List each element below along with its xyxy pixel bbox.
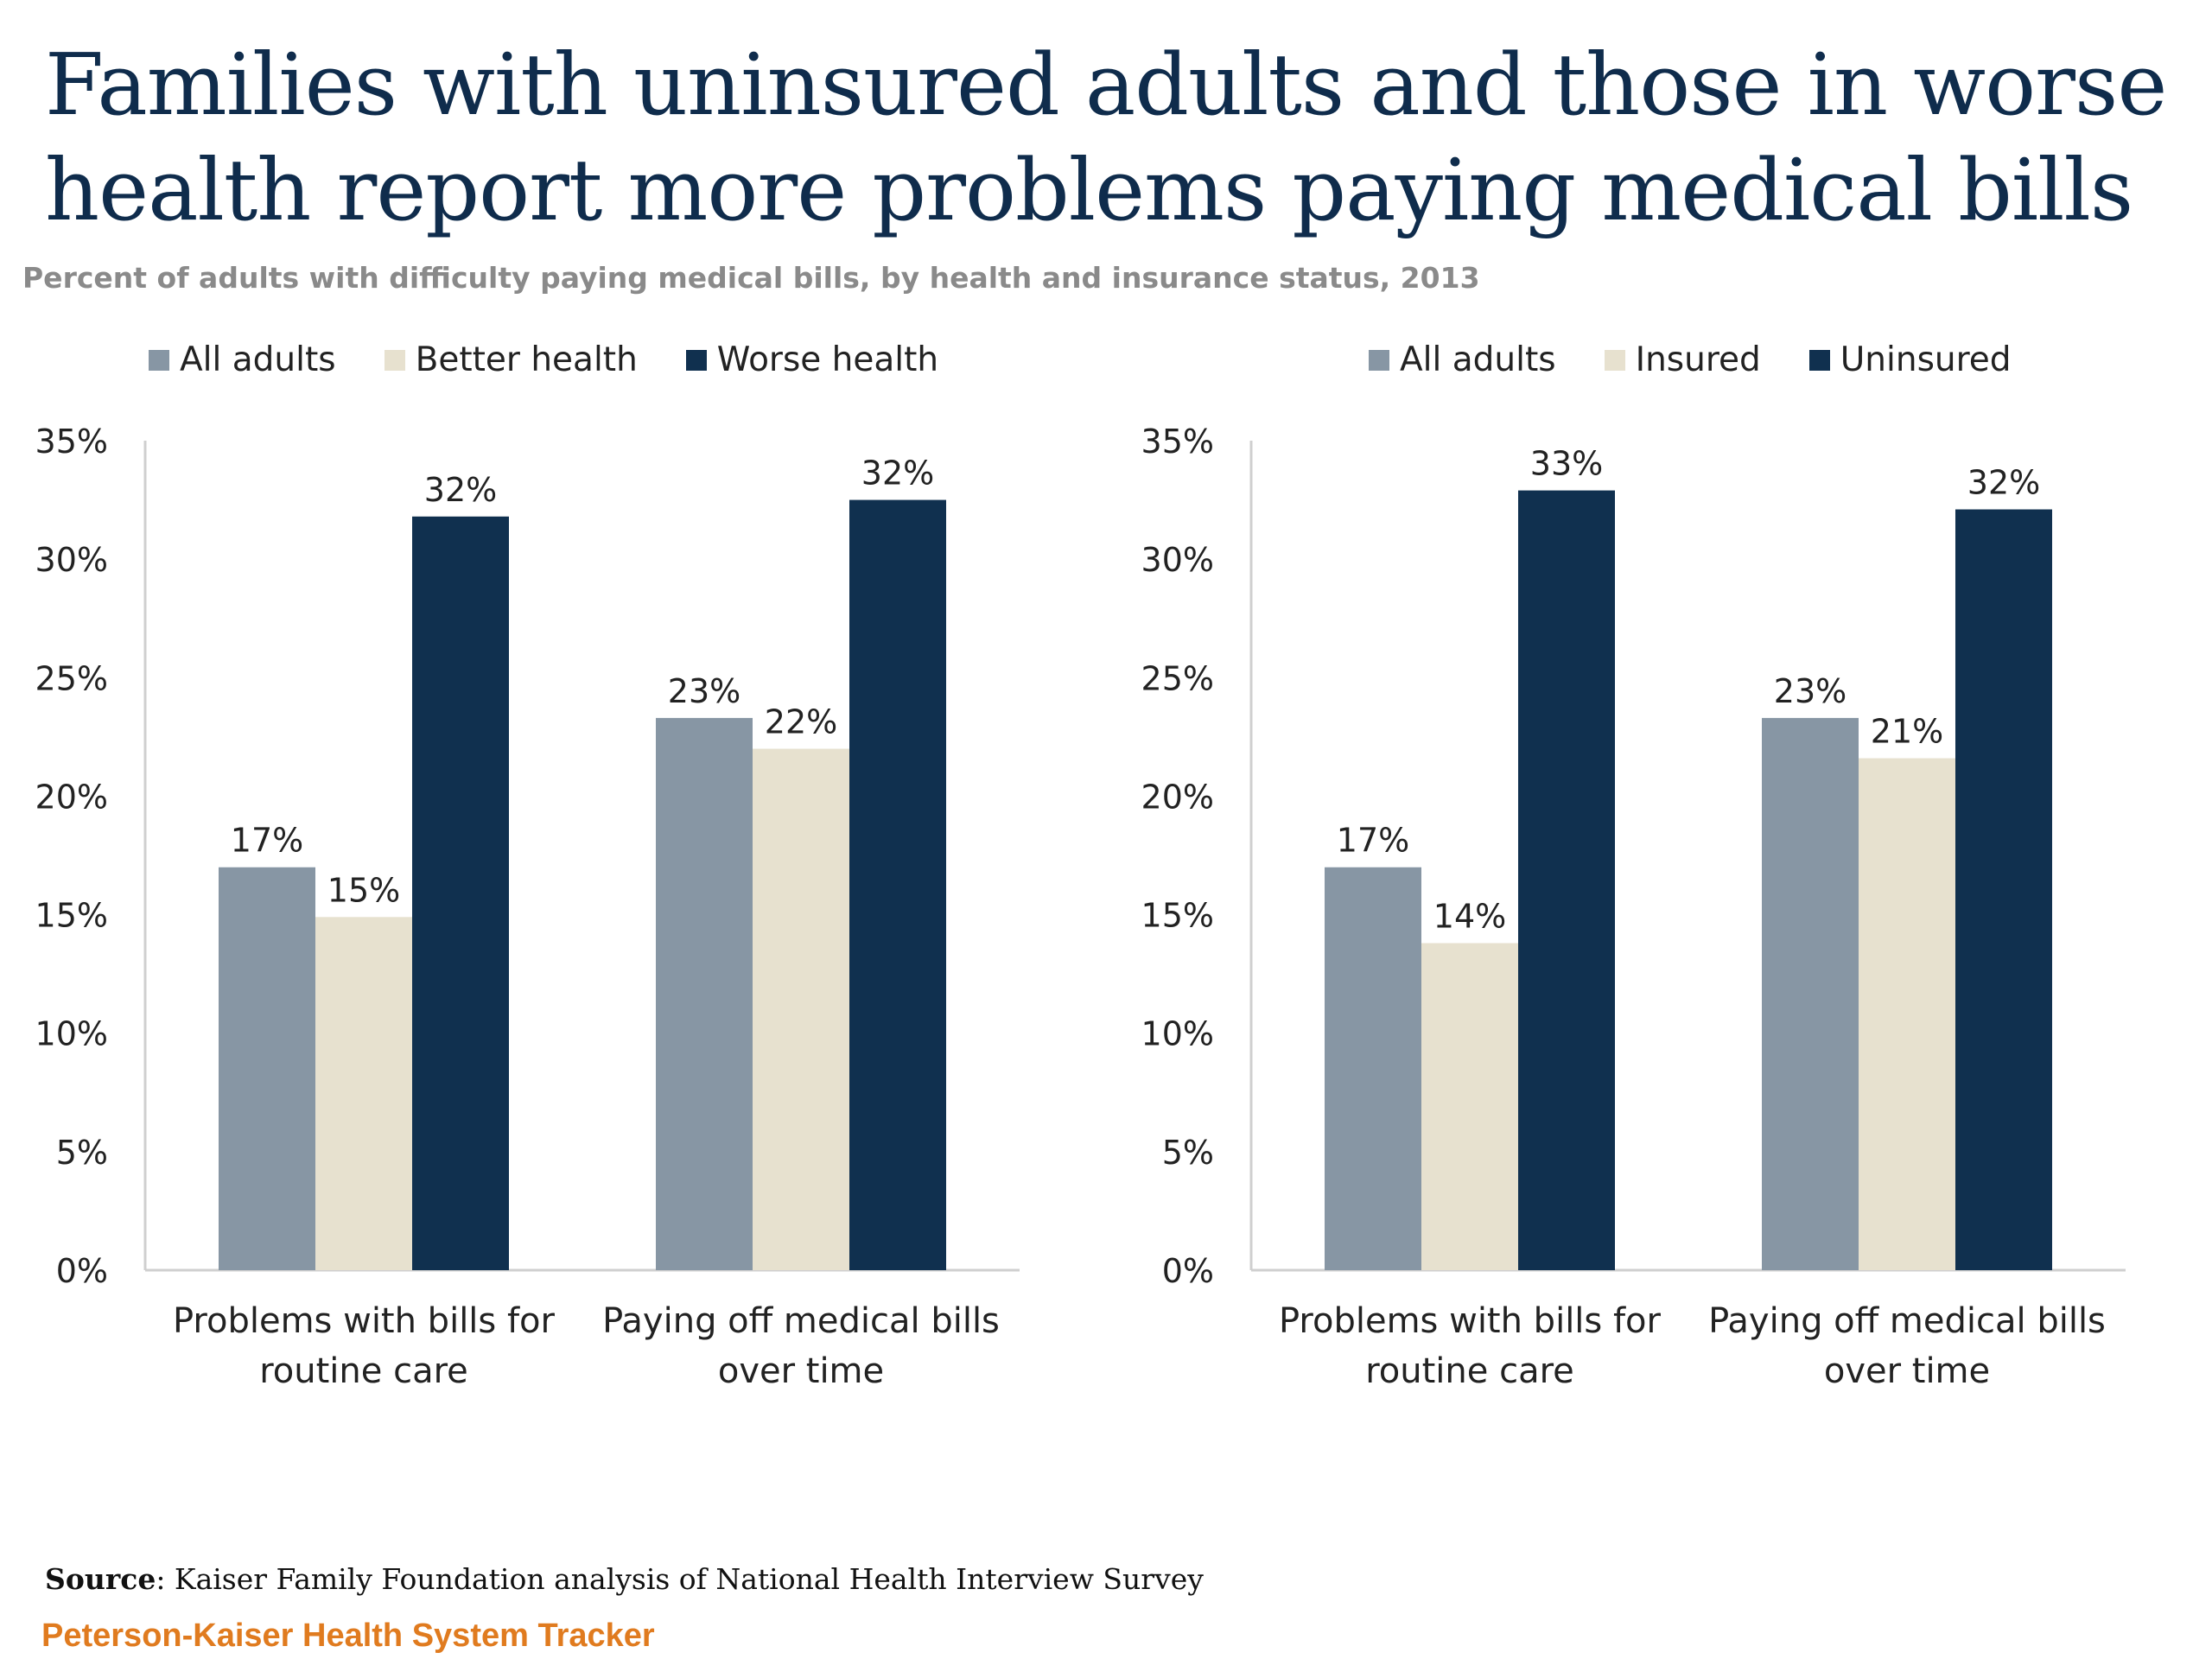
data-label: 32%: [1967, 464, 2040, 502]
data-label: 33%: [1530, 445, 1603, 483]
source-note: Source: Kaiser Family Foundation analysi…: [45, 1562, 1204, 1596]
bar: [1325, 867, 1421, 1270]
chart-subtitle: Percent of adults with difficulty paying…: [22, 261, 1480, 295]
bar: [753, 748, 849, 1270]
y-tick-label: 30%: [35, 541, 108, 579]
y-tick-label: 0%: [56, 1252, 108, 1290]
x-category-label: Paying off medical bills: [602, 1301, 1000, 1341]
legend-label: Insured: [1635, 340, 1761, 379]
legend-item: All adults: [1369, 340, 1556, 379]
bar-chart-insurance: 0% 5% 10% 15% 20% 25% 30% 35% 17% 14% 33% Problems …: [1141, 423, 2126, 1391]
bar: [1421, 943, 1518, 1270]
data-label: 14%: [1433, 897, 1506, 935]
y-tick-label: 35%: [1141, 423, 1214, 461]
x-category-label: over time: [1824, 1351, 1990, 1391]
y-tick-label: 20%: [35, 778, 108, 816]
x-category-label: routine care: [1365, 1351, 1574, 1391]
legend-swatch: [384, 349, 405, 371]
bar: [656, 717, 753, 1270]
bar: [412, 516, 509, 1270]
legend-label: All adults: [1400, 340, 1556, 379]
legend-item: Worse health: [685, 340, 939, 379]
legend-right: All adults Insured Uninsured: [1369, 340, 2060, 379]
bar: [1955, 509, 2052, 1270]
bar: [1518, 490, 1615, 1270]
data-label: 23%: [1774, 672, 1847, 710]
y-tick-label: 10%: [1141, 1015, 1214, 1053]
data-label: 32%: [861, 454, 934, 493]
legend-swatch: [1369, 349, 1389, 371]
data-label: 17%: [1337, 822, 1409, 860]
y-tick-label: 5%: [1162, 1134, 1214, 1172]
data-label: 17%: [231, 822, 303, 860]
data-label: 21%: [1871, 713, 1943, 751]
tracker-logo-text: Peterson-Kaiser Health System Tracker: [41, 1618, 655, 1654]
y-tick-label: 5%: [56, 1134, 108, 1172]
y-tick-label: 10%: [35, 1015, 108, 1053]
y-tick-label: 25%: [1141, 659, 1214, 697]
bar: [315, 917, 412, 1270]
legend-item: Insured: [1604, 340, 1761, 379]
legend-item: Uninsured: [1808, 340, 2012, 379]
bar: [849, 499, 946, 1270]
x-category-label: routine care: [259, 1351, 468, 1391]
chart-title: Families with uninsured adults and those…: [45, 36, 2167, 240]
data-label: 32%: [424, 471, 497, 509]
source-text: : Kaiser Family Foundation analysis of N…: [156, 1562, 1204, 1596]
bar: [1762, 717, 1859, 1270]
bar: [1859, 758, 1955, 1270]
y-tick-label: 0%: [1162, 1252, 1214, 1290]
bar-chart-health: 0% 5% 10% 15% 20% 25% 30% 35% 17% 15% 32% Problems …: [35, 423, 1020, 1391]
legend-swatch: [1604, 349, 1625, 371]
legend-label: All adults: [180, 340, 336, 379]
y-tick-label: 20%: [1141, 778, 1214, 816]
data-label: 22%: [765, 703, 837, 741]
legend-left: All adults Better health Worse health: [149, 340, 987, 379]
x-category-label: Problems with bills for: [1279, 1301, 1662, 1341]
x-category-label: Problems with bills for: [173, 1301, 556, 1341]
x-category-label: Paying off medical bills: [1708, 1301, 2106, 1341]
legend-label: Uninsured: [1840, 340, 2012, 379]
legend-swatch: [149, 349, 169, 371]
data-label: 23%: [668, 672, 741, 710]
legend-label: Worse health: [716, 340, 939, 379]
bar: [219, 867, 315, 1270]
legend-label: Better health: [415, 340, 638, 379]
source-label: Source: [45, 1562, 156, 1596]
legend-item: Better health: [384, 340, 638, 379]
data-label: 15%: [327, 871, 400, 909]
x-category-label: over time: [718, 1351, 884, 1391]
y-tick-label: 30%: [1141, 541, 1214, 579]
y-tick-label: 15%: [1141, 897, 1214, 935]
y-tick-label: 25%: [35, 659, 108, 697]
legend-swatch: [685, 349, 707, 371]
legend-swatch: [1808, 349, 1830, 371]
legend-item: All adults: [149, 340, 336, 379]
y-tick-label: 15%: [35, 897, 108, 935]
y-tick-label: 35%: [35, 423, 108, 461]
